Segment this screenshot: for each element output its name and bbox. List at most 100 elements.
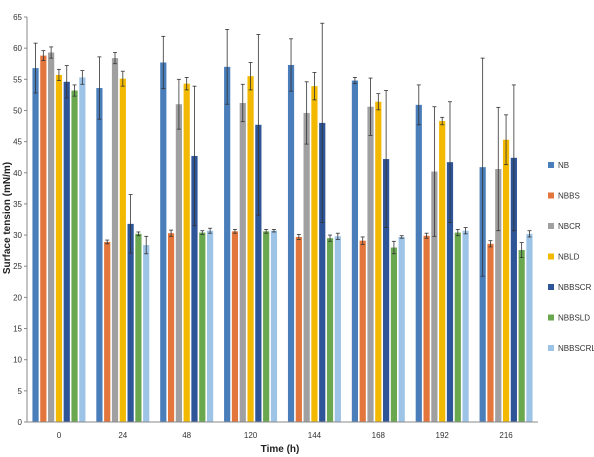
- error-bar-nbbsld-144: [328, 234, 333, 242]
- error-bar-nb-168: [352, 77, 357, 85]
- x-tick-label: 48: [182, 431, 191, 440]
- bar-nbbsld-48: [199, 232, 206, 422]
- error-bar-nbbs-0: [41, 50, 46, 62]
- legend-item-nbbsld: NBBSLD: [548, 314, 590, 323]
- y-tick-label: 30: [13, 231, 22, 240]
- error-bar-nbbscr-168: [384, 90, 389, 229]
- bar-nbbs-120: [231, 231, 239, 422]
- x-tick-label: 144: [308, 431, 322, 440]
- y-tick-label: 15: [13, 325, 22, 334]
- bar-nb-168: [351, 80, 359, 423]
- y-tick-label: 65: [13, 13, 22, 22]
- error-bar-nbld-192: [440, 116, 445, 126]
- bar-nbld-24: [119, 78, 126, 422]
- bar-nbbscr-192: [446, 162, 454, 422]
- bar-nbbsld-120: [263, 231, 270, 422]
- bar-nbbsld-192: [454, 232, 461, 422]
- x-tick-label: 192: [436, 431, 450, 440]
- legend-swatch: [548, 314, 554, 321]
- error-bar-nbbscrld-0: [80, 70, 85, 85]
- legend-swatch: [548, 223, 554, 229]
- axes-layer: 0 5 10 15 20 25 30 35 40 45 50 55 60 65 0 24 48 120 144 168…: [13, 13, 538, 440]
- y-tick-label: 20: [13, 293, 22, 302]
- bar-nbbscr-120: [255, 124, 262, 423]
- error-bar-nbld-120: [248, 62, 253, 91]
- legend-item-nbbscr: NBBSCR: [548, 283, 592, 292]
- y-tick-label: 60: [13, 44, 22, 53]
- legend-item-nb: NB: [548, 161, 569, 170]
- bar-nbbscrld-192: [462, 230, 469, 422]
- y-tick-label: 0: [18, 418, 23, 427]
- error-bar-nbbsld-168: [391, 240, 396, 255]
- error-bar-nbld-0: [56, 68, 61, 81]
- bar-nb-144: [287, 64, 295, 422]
- error-bar-nbcr-216: [496, 106, 501, 232]
- error-bar-nbbsld-120: [264, 229, 269, 234]
- error-bar-nbld-168: [376, 93, 381, 111]
- x-tick-label: 216: [499, 431, 513, 440]
- bar-nbbs-168: [359, 240, 366, 422]
- legend-label: NBBSCRLD: [558, 344, 594, 353]
- error-bar-nbbscrld-48: [208, 227, 213, 234]
- legend-swatch: [548, 253, 554, 260]
- bar-nbbs-144: [295, 236, 302, 422]
- error-bar-nbbscrld-192: [463, 227, 468, 235]
- bar-nbld-120: [247, 76, 254, 422]
- error-bar-nbbs-24: [105, 239, 110, 245]
- error-bar-nbbscrld-24: [144, 235, 149, 255]
- error-bar-nbbs-120: [232, 229, 237, 234]
- y-axis-title: Surface tension (mN/m): [2, 162, 13, 274]
- bar-nbbs-48: [167, 233, 175, 422]
- legend-item-nbbs: NBBS: [548, 192, 580, 201]
- bar-nbcr-216: [495, 169, 502, 422]
- bar-nbld-216: [502, 139, 510, 422]
- legend: NB NBBS NBCR NBLD NBBSCR NBBSLD NBBSCRLD: [548, 161, 594, 353]
- error-bar-nbbs-48: [169, 229, 174, 237]
- bar-nb-0: [32, 68, 39, 422]
- x-tick-label: 120: [244, 431, 258, 440]
- y-tick-label: 45: [13, 138, 22, 147]
- x-axis-title: Time (h): [261, 444, 300, 455]
- bar-nbcr-48: [175, 104, 182, 422]
- bar-nbbscr-144: [319, 122, 326, 422]
- bar-nbbscrld-24: [143, 245, 150, 422]
- y-tick-label: 5: [18, 387, 23, 396]
- bar-nbbscrld-216: [526, 233, 533, 422]
- bar-nbbscr-24: [127, 223, 134, 422]
- y-tick-label: 25: [13, 262, 22, 271]
- x-tick-label: 0: [57, 431, 62, 440]
- bar-nb-216: [479, 167, 486, 422]
- bar-nbbs-192: [423, 235, 430, 422]
- bar-nbld-48: [183, 83, 190, 423]
- error-bar-nbcr-48: [176, 78, 181, 130]
- error-bar-nb-216: [480, 57, 485, 277]
- error-bar-nbbsld-216: [519, 242, 524, 258]
- bar-nb-192: [415, 104, 422, 422]
- bar-nbbscrld-144: [334, 236, 341, 422]
- error-bar-nbld-24: [120, 70, 125, 87]
- bar-nbcr-120: [239, 102, 246, 422]
- y-tick-label: 50: [13, 106, 22, 115]
- bar-nbcr-192: [431, 171, 438, 422]
- legend-label: NBBSLD: [558, 314, 590, 323]
- x-tick-label: 168: [372, 431, 386, 440]
- x-tick-label: 24: [118, 431, 127, 440]
- bar-nb-48: [160, 62, 167, 422]
- error-bar-nbbscr-120: [256, 34, 261, 216]
- error-bar-nbbscr-24: [128, 194, 133, 254]
- bar-nb-24: [96, 88, 103, 423]
- legend-swatch: [548, 345, 554, 351]
- error-bar-nbbscr-0: [64, 65, 69, 99]
- bar-nbld-192: [439, 121, 446, 423]
- y-tick-label: 40: [13, 169, 22, 178]
- error-bar-nbbscr-144: [320, 22, 325, 224]
- legend-swatch: [548, 284, 554, 290]
- bar-nb-120: [224, 66, 231, 422]
- error-bar-nbcr-168: [368, 77, 373, 136]
- error-bar-nbbsld-192: [455, 229, 460, 237]
- bar-nbbs-24: [104, 241, 111, 422]
- error-bar-nbcr-144: [304, 81, 309, 145]
- bar-nbbscr-168: [383, 159, 390, 423]
- legend-label: NB: [558, 161, 569, 170]
